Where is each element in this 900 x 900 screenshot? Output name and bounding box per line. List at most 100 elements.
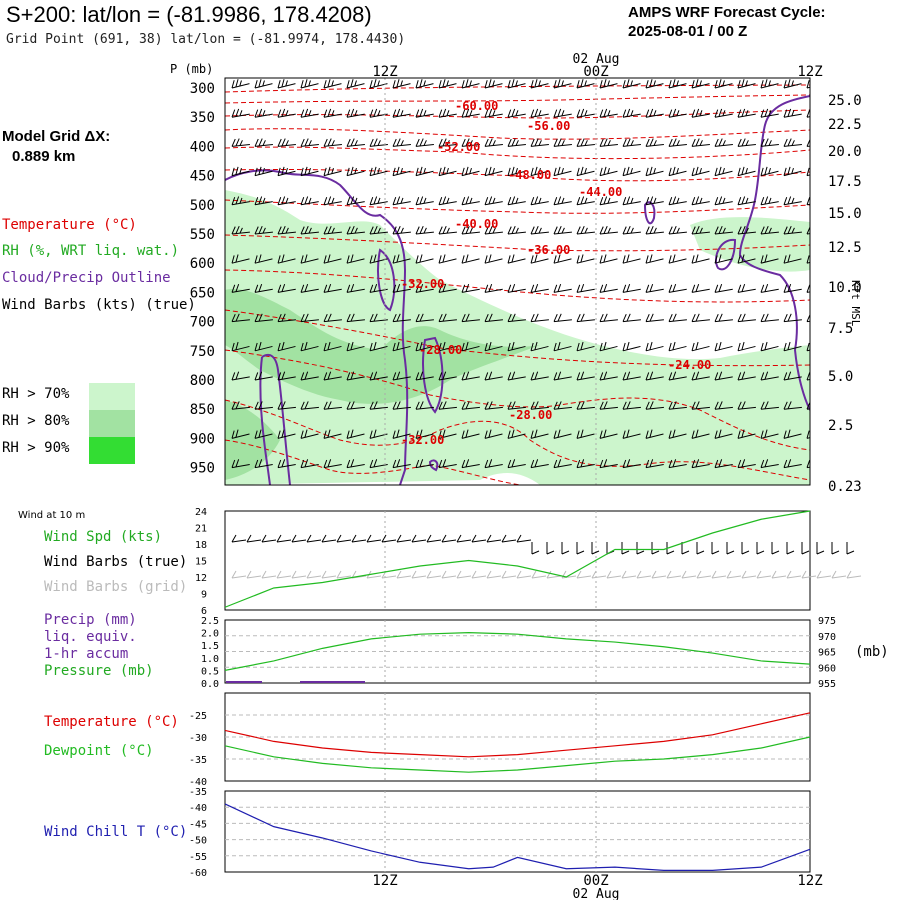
barb-shaft <box>277 319 296 323</box>
wind-barb <box>254 341 273 352</box>
barb-shaft <box>691 433 710 439</box>
barb-flag <box>622 197 627 205</box>
barb-shaft <box>323 144 342 147</box>
grid-barb-shaft <box>816 575 832 579</box>
barb-flag <box>350 196 355 205</box>
wind-barb <box>369 401 388 410</box>
wind-barb <box>323 226 342 235</box>
barb-shaft <box>277 201 296 206</box>
wind-barb <box>691 459 710 469</box>
wind-barb <box>254 79 273 89</box>
true-barb <box>711 542 720 555</box>
true-barb-shaft <box>456 539 472 543</box>
barb-flag <box>534 226 539 234</box>
wind-barb <box>277 283 296 293</box>
wind-barb <box>783 138 802 147</box>
barb-flag <box>438 80 442 89</box>
barb-shaft <box>300 433 319 439</box>
barb-flag <box>741 459 746 468</box>
barb-flag <box>741 341 745 350</box>
wind-barb <box>668 196 687 206</box>
wind-barb <box>599 429 618 439</box>
barb-flag <box>492 227 496 234</box>
barb-shaft <box>622 406 641 410</box>
barb-flag <box>722 110 726 116</box>
wind-barb <box>415 166 434 177</box>
grid-barb-shaft <box>321 575 337 579</box>
barb-flag <box>469 227 473 234</box>
barb-flag <box>668 167 672 176</box>
barb-flag <box>446 80 449 87</box>
barb-flag <box>262 167 265 174</box>
wind-barb <box>461 401 480 410</box>
wind-barb <box>783 108 802 118</box>
barb-flag <box>737 401 742 410</box>
wind-barb <box>599 166 618 177</box>
barb-flag <box>346 459 351 468</box>
barb-flag <box>231 226 236 235</box>
barb-flag <box>235 283 240 292</box>
barb-flag <box>354 167 357 174</box>
barb-shaft <box>737 170 756 177</box>
barb-flag <box>630 110 634 116</box>
barb-flag <box>392 314 397 322</box>
isotherm-label: -60.00 <box>455 99 498 113</box>
wind-barb <box>300 108 319 118</box>
temperature-gridlines <box>225 714 810 760</box>
barb-flag <box>718 341 722 350</box>
barb-flag <box>323 459 328 468</box>
true-barb <box>411 534 427 543</box>
barb-flag <box>373 196 378 205</box>
wind-barb <box>300 429 319 439</box>
barb-flag <box>718 401 723 409</box>
wind-barb <box>461 166 480 177</box>
barb-shaft <box>254 144 273 147</box>
wind-barb <box>346 283 365 293</box>
barb-flag <box>672 429 676 438</box>
barb-flag <box>484 314 489 322</box>
barb-shaft <box>530 376 549 381</box>
wind-barb <box>461 429 480 439</box>
true-barb <box>291 534 307 543</box>
wind-barb <box>691 429 710 439</box>
true-barb-shaft <box>306 539 322 543</box>
barb-flag <box>783 138 788 147</box>
barb-shaft <box>415 463 434 469</box>
barb-flag <box>561 80 564 87</box>
barb-flag <box>691 459 696 468</box>
barb-flag <box>373 313 378 322</box>
barb-flag <box>327 254 331 263</box>
barb-shaft <box>507 463 526 469</box>
grid-barb-shaft <box>231 575 247 579</box>
barb-flag <box>557 196 562 205</box>
wind-barb <box>530 196 549 206</box>
barb-flag <box>488 341 492 350</box>
barb-shaft <box>438 288 457 293</box>
grid-barb-shaft <box>486 575 502 579</box>
grid-barb-flag <box>516 570 522 579</box>
wind-barb <box>484 108 503 118</box>
wind-barb <box>806 284 810 293</box>
true-barb <box>351 534 367 543</box>
barb-flag <box>258 79 262 88</box>
barb-shaft <box>714 170 733 177</box>
barb-shaft <box>277 406 296 410</box>
barb-flag <box>304 79 308 88</box>
barb-shaft <box>737 83 756 89</box>
barb-flag <box>676 167 679 174</box>
barb-shaft <box>530 406 549 410</box>
grid-barb-flag <box>261 570 267 579</box>
barb-flag <box>515 140 519 146</box>
barb-shaft <box>415 288 434 293</box>
barb-shaft <box>277 433 296 439</box>
barb-flag <box>461 255 465 264</box>
wind-barb <box>438 254 457 264</box>
isotherm-label: -28.00 <box>509 408 552 422</box>
barb-flag <box>231 372 236 381</box>
wind-barb <box>231 283 250 293</box>
barb-flag <box>442 283 447 292</box>
barb-flag <box>718 459 723 468</box>
barb-shaft <box>668 144 687 147</box>
barb-flag <box>626 371 631 380</box>
